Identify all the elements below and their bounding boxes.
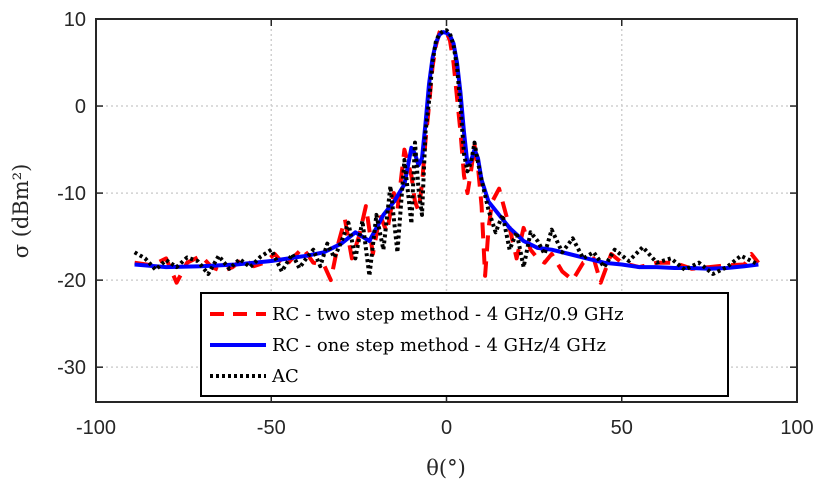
x-tick-label: -50 — [257, 417, 286, 439]
x-tick-label: 100 — [780, 417, 813, 439]
series-line-rc-two-step — [134, 29, 760, 285]
x-tick-label: 0 — [441, 417, 452, 439]
legend-box — [200, 292, 729, 397]
y-axis-label: σ (dBm²) — [9, 164, 33, 259]
legend: RC - two step method - 4 GHz/0.9 GHz RC … — [200, 292, 729, 397]
y-tick-label: 10 — [64, 9, 86, 31]
legend-label-ac: AC — [271, 366, 299, 387]
y-tick-label: -10 — [57, 183, 86, 205]
x-tick-label: -100 — [76, 417, 116, 439]
x-axis-label: θ(°) — [426, 456, 466, 480]
legend-label-one-step: RC - one step method - 4 GHz/4 GHz — [272, 335, 606, 356]
y-tick-label: -20 — [57, 270, 86, 292]
series-layer — [133, 28, 760, 285]
y-tick-label: -30 — [57, 357, 86, 379]
legend-label-two-step: RC - two step method - 4 GHz/0.9 GHz — [272, 304, 624, 325]
x-tick-label: 50 — [611, 417, 633, 439]
y-tick-label: 0 — [75, 96, 86, 118]
